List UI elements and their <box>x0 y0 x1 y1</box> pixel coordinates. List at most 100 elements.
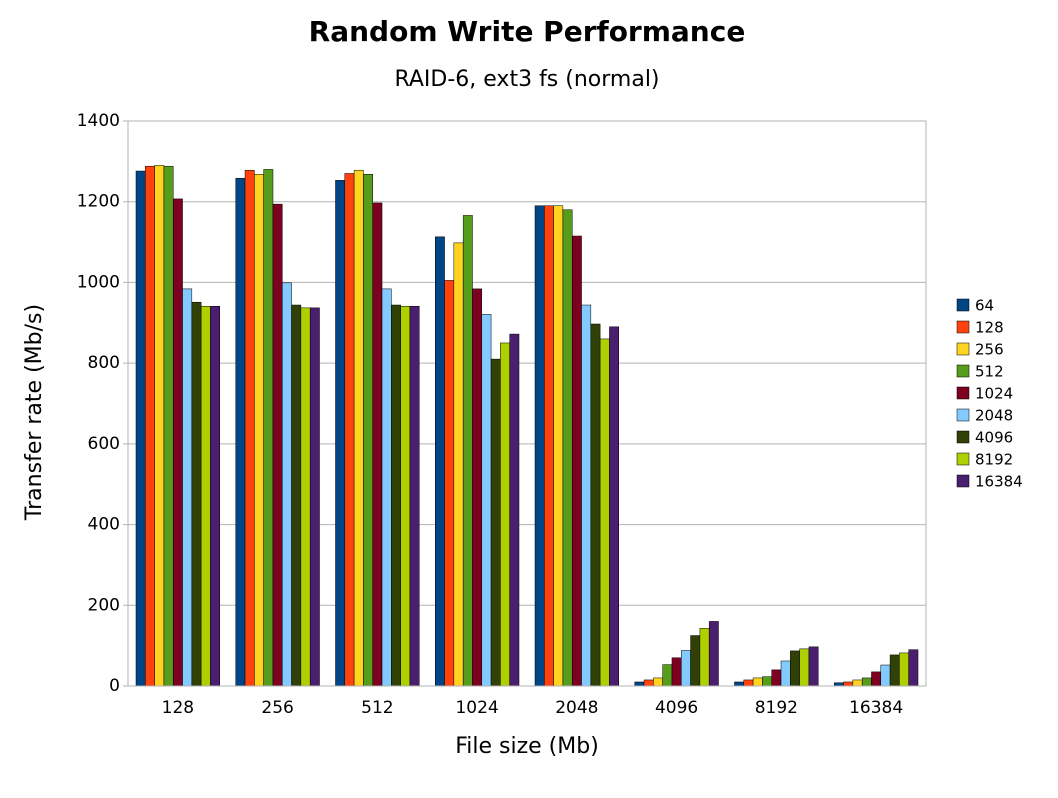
y-tick-label: 0 <box>109 676 120 696</box>
bar <box>643 679 654 687</box>
bar <box>808 646 819 687</box>
bar <box>899 652 909 687</box>
bar <box>771 669 782 687</box>
y-tick-label: 1000 <box>77 272 120 292</box>
bar <box>780 660 791 687</box>
bar <box>690 635 701 687</box>
bar <box>444 280 455 687</box>
bar <box>653 677 663 687</box>
bar <box>172 198 183 687</box>
bar <box>752 677 763 687</box>
bar <box>435 236 445 687</box>
chart-title: Random Write Performance <box>309 15 746 48</box>
bar <box>145 165 155 687</box>
bar <box>843 681 854 687</box>
bar <box>391 304 401 687</box>
legend-label: 512 <box>975 363 1004 381</box>
bar <box>472 288 483 687</box>
x-tick-label: 128 <box>162 698 194 718</box>
legend-label: 8192 <box>975 451 1013 469</box>
bar <box>762 676 772 687</box>
bar <box>671 657 682 687</box>
bar <box>681 650 691 687</box>
bar <box>409 305 420 687</box>
x-tick-label: 1024 <box>455 698 498 718</box>
bar <box>490 358 501 687</box>
bar <box>852 679 863 687</box>
bar <box>562 209 573 687</box>
bar <box>553 205 564 687</box>
legend-label: 1024 <box>975 385 1013 403</box>
y-tick-label: 400 <box>88 515 120 535</box>
bar <box>372 202 383 687</box>
bar <box>244 169 255 687</box>
bar <box>634 681 645 687</box>
bar <box>182 288 193 687</box>
bar <box>743 679 754 687</box>
bar <box>861 677 872 687</box>
bar <box>300 307 311 687</box>
legend-label: 16384 <box>975 473 1023 491</box>
bar <box>708 621 719 687</box>
legend-label: 256 <box>975 341 1004 359</box>
bar <box>381 288 392 687</box>
bar <box>880 664 891 687</box>
x-tick-label: 2048 <box>555 698 598 718</box>
bar <box>500 342 510 687</box>
legend-swatch <box>956 452 970 466</box>
y-tick-label: 1200 <box>77 192 120 212</box>
legend-swatch <box>956 320 970 334</box>
y-tick-label: 600 <box>88 434 120 454</box>
legend-swatch <box>956 386 970 400</box>
bar <box>871 671 882 687</box>
x-tick-label: 8192 <box>755 698 798 718</box>
bar <box>609 326 620 687</box>
bar <box>889 654 900 687</box>
bar <box>254 174 264 687</box>
bar <box>509 333 520 687</box>
legend-label: 4096 <box>975 429 1013 447</box>
bar <box>282 282 292 687</box>
bar <box>590 323 601 687</box>
x-tick-label: 4096 <box>655 698 698 718</box>
y-tick-label: 200 <box>88 595 120 615</box>
x-tick-label: 16384 <box>849 698 903 718</box>
bar <box>908 649 919 687</box>
bar <box>200 305 211 687</box>
chart-subtitle: RAID-6, ext3 fs (normal) <box>394 67 659 92</box>
legend-swatch <box>956 364 970 378</box>
bar <box>699 628 710 687</box>
y-axis-title: Transfer rate (Mb/s) <box>22 304 47 521</box>
bar <box>335 180 346 687</box>
bar <box>453 242 464 687</box>
bar <box>544 205 554 687</box>
bar <box>344 173 355 687</box>
bar <box>799 648 810 687</box>
x-tick-label: 256 <box>261 698 293 718</box>
bar <box>400 305 411 687</box>
bar <box>734 681 745 687</box>
legend-swatch <box>956 474 970 488</box>
y-tick-label: 1400 <box>77 111 120 131</box>
bar <box>581 304 592 687</box>
bar <box>154 165 165 687</box>
bar <box>534 205 545 687</box>
legend-label: 128 <box>975 319 1004 337</box>
bar <box>662 664 673 687</box>
legend-label: 2048 <box>975 407 1013 425</box>
legend-swatch <box>956 430 970 444</box>
bar <box>191 301 202 687</box>
x-axis-title: File size (Mb) <box>455 734 599 759</box>
bar <box>135 170 146 687</box>
bar <box>210 305 220 687</box>
bar <box>291 304 302 687</box>
legend-swatch <box>956 298 970 312</box>
bar <box>272 203 283 687</box>
x-tick-label: 512 <box>361 698 393 718</box>
legend-swatch <box>956 408 970 422</box>
bar <box>462 215 473 687</box>
bar <box>263 169 274 687</box>
y-tick-label: 800 <box>88 353 120 373</box>
bar <box>235 178 246 687</box>
bar <box>790 650 800 687</box>
